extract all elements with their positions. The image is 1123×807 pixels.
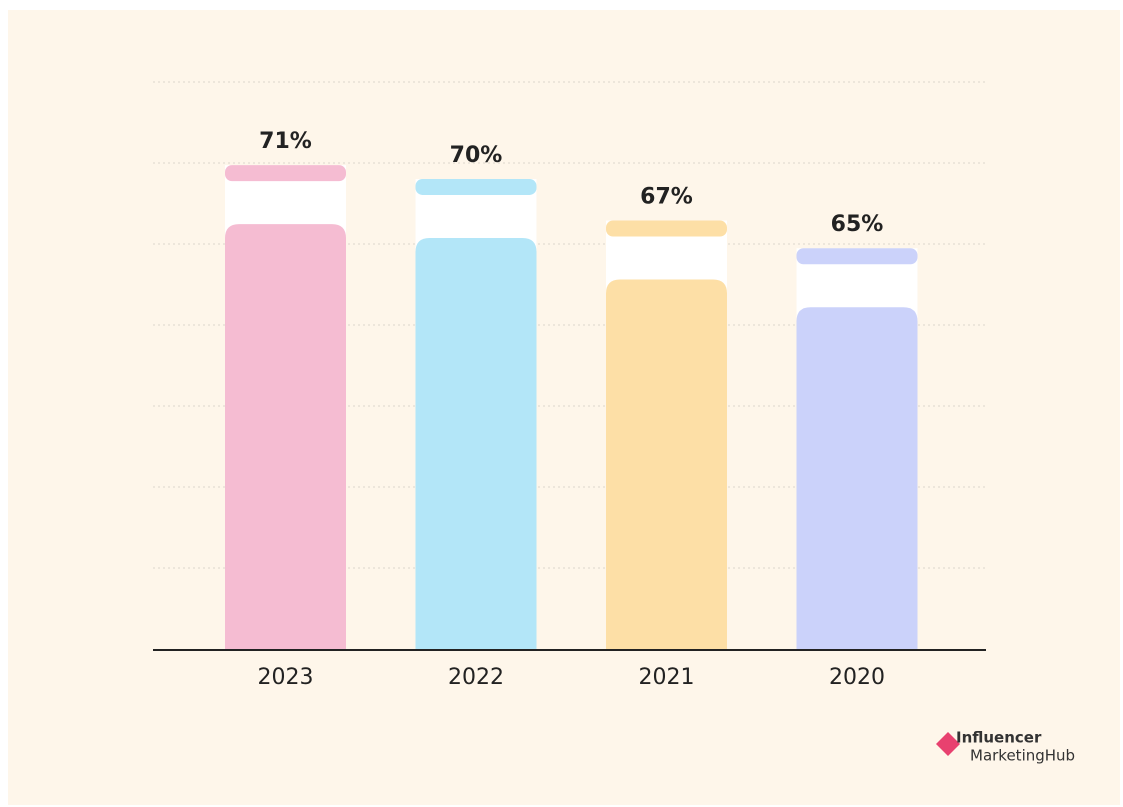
value-label: 67% — [640, 185, 693, 210]
grid — [153, 81, 986, 569]
bar — [225, 224, 346, 650]
logo: Influencer MarketingHub — [936, 729, 1075, 765]
logo-icon — [936, 732, 960, 756]
value-label: 65% — [831, 212, 884, 237]
bar — [606, 279, 727, 650]
x-tick-label: 2022 — [448, 665, 504, 690]
bar-cap — [606, 220, 727, 237]
bar — [796, 307, 918, 650]
x-tick-label: 2023 — [258, 665, 314, 690]
bar — [415, 237, 537, 650]
bars: 71% 2023 70% 2022 67% 2021 65% 2020 — [225, 129, 918, 690]
bar-cap — [796, 248, 918, 265]
value-label: 71% — [259, 129, 312, 154]
bar-cap — [225, 165, 346, 182]
x-tick-label: 2020 — [829, 665, 885, 690]
x-tick-label: 2021 — [639, 665, 695, 690]
logo-text: Influencer — [956, 729, 1042, 747]
value-label: 70% — [450, 143, 503, 168]
chart-background — [8, 10, 1120, 805]
logo-text: MarketingHub — [970, 747, 1075, 765]
bar-cap — [415, 178, 537, 195]
